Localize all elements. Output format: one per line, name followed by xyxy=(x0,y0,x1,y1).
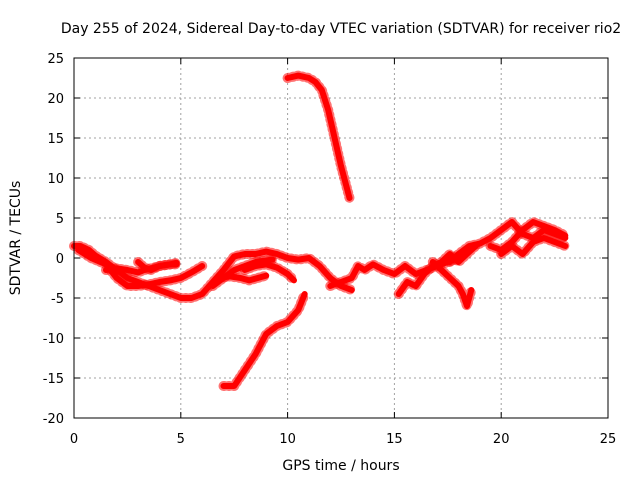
x-tick-label: 0 xyxy=(70,432,78,447)
series-track-4-markers xyxy=(133,257,182,275)
series-track-2-markers xyxy=(73,245,208,291)
y-tick-label: 5 xyxy=(56,212,64,227)
x-tick-label: 15 xyxy=(386,432,403,447)
y-tick-label: 10 xyxy=(47,172,64,187)
y-tick-label: -10 xyxy=(43,332,64,347)
y-tick-label: 25 xyxy=(47,52,64,67)
series-track-6-markers xyxy=(214,270,272,286)
grid xyxy=(74,58,608,418)
x-tick-label: 5 xyxy=(177,432,185,447)
x-axis-label: GPS time / hours xyxy=(282,458,399,474)
y-tick-label: 20 xyxy=(47,92,64,107)
series-track-7-markers xyxy=(239,259,299,286)
y-tick-label: -15 xyxy=(43,372,64,387)
axis-ticks: 0 5 10 15 20 25 -20 -15 -10 -5 0 5 10 15 20 25 xyxy=(43,52,617,447)
x-tick-label: 20 xyxy=(493,432,510,447)
series-track-15-markers xyxy=(496,233,571,259)
series-track-12-markers xyxy=(427,257,477,311)
y-axis-label: SDTVAR / TECUs xyxy=(8,181,24,296)
x-tick-label: 25 xyxy=(600,432,617,447)
series-track-9-markers xyxy=(282,70,355,203)
data-series xyxy=(69,70,571,391)
y-tick-label: -5 xyxy=(51,292,64,307)
x-tick-label: 10 xyxy=(279,432,296,447)
series-track-8-markers xyxy=(218,289,310,391)
y-tick-label: -20 xyxy=(43,412,64,427)
y-tick-label: 0 xyxy=(56,252,64,267)
chart-title: Day 255 of 2024, Sidereal Day-to-day VTE… xyxy=(61,21,621,37)
plot-frame xyxy=(73,57,609,419)
y-tick-label: 15 xyxy=(47,132,64,147)
